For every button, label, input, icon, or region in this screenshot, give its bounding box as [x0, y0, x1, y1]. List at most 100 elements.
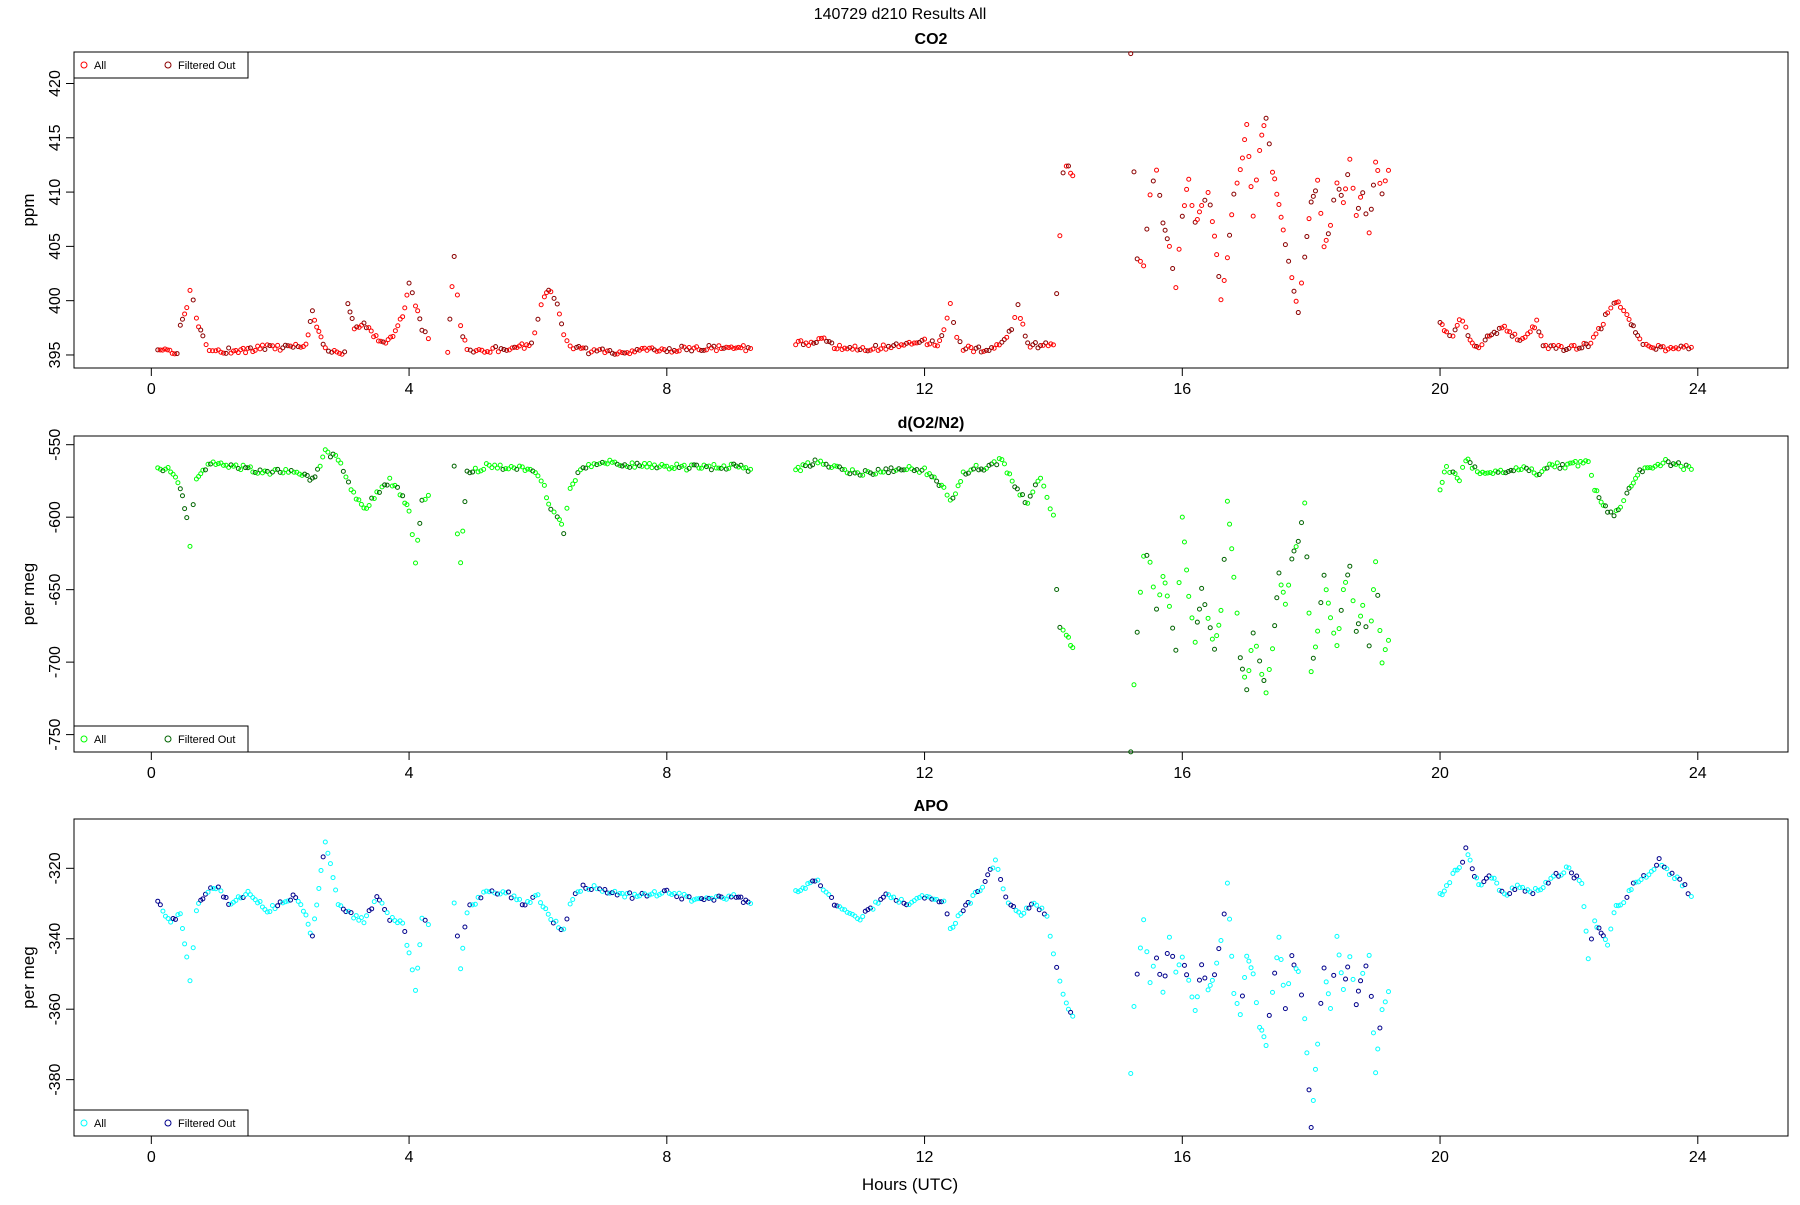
data-point	[839, 906, 845, 912]
data-point	[936, 482, 942, 488]
data-point	[570, 896, 576, 902]
data-point	[934, 478, 940, 484]
data-point	[218, 349, 224, 355]
data-point	[857, 472, 863, 478]
data-point	[604, 461, 610, 467]
data-point	[810, 878, 816, 884]
data-point	[586, 886, 592, 892]
data-point	[162, 913, 168, 919]
data-point	[1338, 192, 1344, 198]
data-point	[1209, 219, 1215, 225]
data-point	[1199, 962, 1205, 968]
data-point	[397, 316, 403, 322]
data-point	[691, 345, 697, 351]
data-point	[711, 897, 717, 903]
data-point	[694, 462, 700, 468]
y-axis-label: ppm	[19, 193, 38, 226]
data-point	[1679, 883, 1685, 889]
data-point	[1353, 212, 1359, 218]
data-point	[364, 913, 370, 919]
data-point	[1512, 331, 1518, 337]
data-point	[1556, 342, 1562, 348]
data-point	[1199, 585, 1205, 591]
data-point	[415, 308, 421, 314]
data-point	[272, 906, 278, 912]
data-point	[451, 463, 457, 469]
data-point	[834, 346, 840, 352]
data-point	[1558, 344, 1564, 350]
data-point	[400, 920, 406, 926]
data-point	[624, 464, 630, 470]
data-point	[834, 903, 840, 909]
data-point	[1334, 933, 1340, 939]
data-point	[564, 338, 570, 344]
data-point	[614, 461, 620, 467]
data-point	[612, 351, 618, 357]
data-point	[165, 465, 171, 471]
data-point	[492, 462, 498, 468]
data-point	[1484, 333, 1490, 339]
data-point	[1270, 646, 1276, 652]
data-point	[179, 316, 185, 322]
data-point	[226, 345, 232, 351]
data-point	[748, 901, 754, 907]
data-point	[583, 465, 589, 471]
data-point	[1343, 186, 1349, 192]
data-point	[989, 345, 995, 351]
data-point	[1579, 880, 1585, 886]
data-point	[1460, 859, 1466, 865]
data-point	[634, 347, 640, 353]
data-point	[696, 896, 702, 902]
data-point	[904, 467, 910, 473]
data-point	[1020, 321, 1026, 327]
data-point	[674, 894, 680, 900]
data-point	[1299, 992, 1305, 998]
data-point	[519, 902, 525, 908]
data-point	[818, 335, 824, 341]
data-point	[627, 464, 633, 470]
data-point	[1385, 167, 1391, 173]
data-point	[597, 886, 603, 892]
data-point	[1065, 634, 1071, 640]
x-tick-label: 4	[405, 765, 414, 782]
data-point	[1363, 624, 1369, 630]
data-point	[1456, 478, 1462, 484]
data-point	[1170, 953, 1176, 959]
data-point	[733, 463, 739, 469]
data-point	[1315, 1041, 1321, 1047]
data-point	[1373, 1070, 1379, 1076]
data-point	[1160, 989, 1166, 995]
data-point	[226, 901, 232, 907]
data-point	[1253, 177, 1259, 183]
data-point	[1150, 178, 1156, 184]
data-point	[947, 300, 953, 306]
data-point	[252, 897, 258, 903]
data-point	[1189, 203, 1195, 209]
data-point	[609, 350, 615, 356]
data-point	[860, 345, 866, 351]
x-tick-label: 0	[147, 1149, 156, 1166]
data-point	[1212, 972, 1218, 978]
y-tick-label: -700	[47, 646, 64, 678]
data-point	[1499, 888, 1505, 894]
data-point	[277, 469, 283, 475]
data-point	[210, 459, 216, 465]
data-point	[896, 466, 902, 472]
data-point	[1274, 595, 1280, 601]
data-point	[1678, 463, 1684, 469]
data-point	[1244, 953, 1250, 959]
data-point	[1465, 852, 1471, 858]
data-point	[1630, 880, 1636, 886]
data-point	[1338, 970, 1344, 976]
data-point	[1207, 625, 1213, 631]
data-point	[852, 913, 858, 919]
data-point	[353, 496, 359, 502]
data-point	[1199, 202, 1205, 208]
data-point	[184, 954, 190, 960]
data-point	[1162, 580, 1168, 586]
data-point	[1032, 340, 1038, 346]
data-point	[157, 347, 163, 353]
data-point	[223, 895, 229, 901]
data-point	[187, 543, 193, 549]
data-point	[245, 345, 251, 351]
